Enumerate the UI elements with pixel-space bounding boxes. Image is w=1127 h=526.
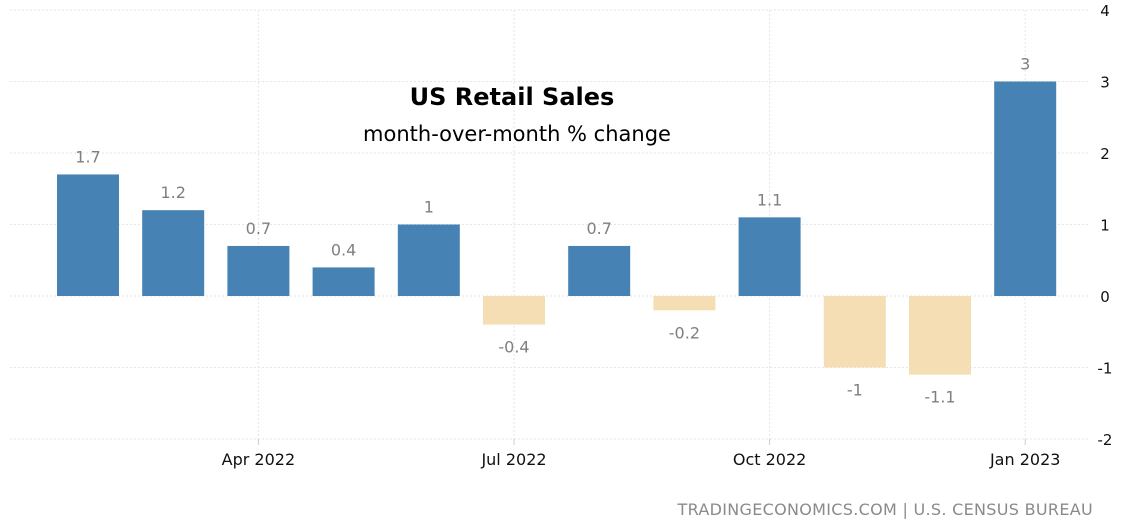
data-label: 0.4 [331,240,356,259]
bar [227,245,290,296]
bar [994,81,1057,296]
source-footer: TRADINGECONOMICS.COM | U.S. CENSUS BUREA… [677,500,1093,519]
bar [823,296,886,368]
bar [738,217,801,296]
x-tick-label: Jan 2023 [989,450,1060,469]
y-tick-label: 4 [1100,2,1110,20]
y-tick-label: -1 [1098,360,1113,378]
y-tick-label: 0 [1100,288,1110,306]
data-label: 1 [424,198,434,217]
data-labels: 1.7 1.2 0.7 0.4 1 -0.4 0.7 -0.2 1.1 -1 -1.1 3 [75,55,1030,407]
data-label: 1.1 [757,190,782,209]
data-label: 1.7 [75,147,100,166]
bar [909,296,971,375]
bar [397,224,460,296]
data-label: 3 [1020,55,1030,74]
chart-title: US Retail Sales [410,83,615,111]
x-tick-label: Apr 2022 [222,450,295,469]
data-label: 1.2 [160,183,185,202]
data-label: 0.7 [246,219,271,238]
y-tick-label: 2 [1100,145,1110,163]
x-tick-label: Oct 2022 [733,450,806,469]
y-tick-label: 1 [1100,217,1110,235]
bar [568,245,631,296]
bar [653,296,716,311]
bar [57,174,119,296]
y-axis: -2 -1 0 1 2 3 4 [1098,2,1113,449]
bar [483,296,545,325]
bar [312,267,375,296]
data-label: -0.4 [498,338,529,357]
x-axis: Apr 2022 Jul 2022 Oct 2022 Jan 2023 [222,439,1060,469]
data-label: 0.7 [586,219,611,238]
bars [57,81,1057,375]
data-label: -0.2 [669,323,700,342]
y-tick-label: 3 [1100,74,1110,92]
x-tick-label: Jul 2022 [480,450,546,469]
data-label: -1 [847,381,863,400]
data-label: -1.1 [924,388,955,407]
chart-subtitle: month-over-month % change [363,122,671,146]
bar [142,210,205,296]
y-tick-label: -2 [1098,431,1113,449]
